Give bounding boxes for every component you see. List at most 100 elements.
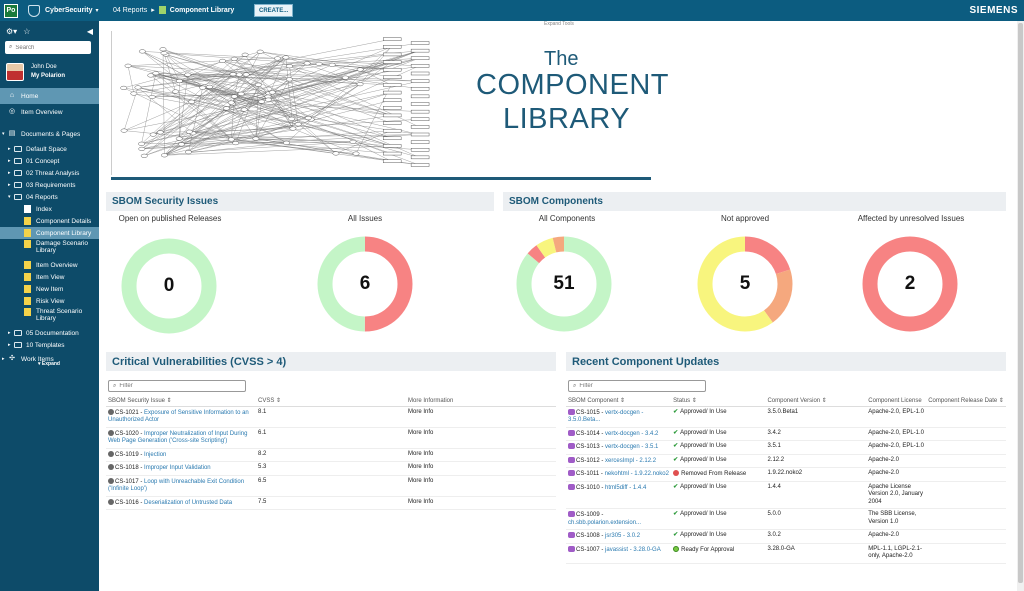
sidebar-item-item-overview[interactable]: ◎ Item Overview: [0, 104, 99, 120]
component-id[interactable]: CS-1008: [576, 533, 600, 539]
sidebar-item-documents-pages[interactable]: ▾ ▤ Documents & Pages: [0, 128, 99, 140]
table-row[interactable]: CS-1012 - xercesImpl - 2.12.2 ✔ Approved/ …: [566, 454, 1006, 468]
table-row[interactable]: CS-1008 - jsr305 - 3.0.2 ✔ Approved/ In Us…: [566, 529, 1006, 544]
issue-title-link[interactable]: Exposure of Sensitive Information to an …: [108, 409, 249, 424]
component-name-link[interactable]: vertx-docgen - 3.5.0.Beta...: [568, 409, 644, 424]
issue-title-link[interactable]: Deserialization of Untrusted Data: [144, 499, 233, 506]
donut-segment[interactable]: [697, 236, 793, 332]
component-id[interactable]: CS-1009: [576, 512, 600, 518]
collapse-sidebar-icon[interactable]: ◀: [86, 27, 93, 36]
sidebar-item-index[interactable]: Index: [0, 203, 99, 215]
expand-arrow-icon[interactable]: ▸: [2, 356, 5, 362]
search-input[interactable]: [15, 44, 86, 51]
vulnerabilities-filter-input[interactable]: [119, 383, 220, 389]
column-header-sbom-component[interactable]: SBOM Component ⇕: [566, 396, 672, 407]
issue-id[interactable]: CS-1016: [115, 499, 139, 506]
table-row[interactable]: CS-1016 - Deserialization of Untrusted D…: [106, 496, 556, 510]
column-header-component-version[interactable]: Component Version ⇕: [765, 396, 867, 407]
unresolved-issues-donut[interactable]: 2: [862, 236, 958, 332]
issue-id[interactable]: CS-1021: [115, 409, 139, 416]
sidebar-item-risk-view[interactable]: Risk View: [0, 295, 99, 307]
component-name-link[interactable]: jsr305 - 3.0.2: [605, 533, 641, 539]
issue-title-link[interactable]: Improper Neutralization of Input During …: [108, 430, 248, 445]
table-row[interactable]: CS-1011 - nekohtml - 1.9.22.noko2 Removed…: [566, 467, 1006, 482]
published-issues-donut[interactable]: 0: [121, 238, 217, 334]
component-name-link[interactable]: html5diff - 1.4.4: [605, 484, 647, 491]
sidebar-item-damage-scenario-library[interactable]: Damage Scenario Library: [0, 239, 99, 259]
expand-arrow-icon[interactable]: ▸: [8, 182, 11, 188]
component-id[interactable]: CS-1012: [576, 457, 600, 464]
expand-tools-button[interactable]: Expand Tools: [541, 21, 577, 27]
project-selector[interactable]: CyberSecurity: [45, 7, 93, 14]
column-header-security-issue[interactable]: SBOM Security Issue ⇕: [106, 396, 256, 407]
more-info-link[interactable]: More Info: [406, 475, 556, 497]
scrollbar-thumb[interactable]: [1018, 23, 1023, 583]
not-approved-donut[interactable]: 5: [697, 236, 793, 332]
sidebar-item-new-item[interactable]: New Item: [0, 283, 99, 295]
sidebar-item-templates[interactable]: ▸ 10 Templates: [0, 339, 99, 351]
component-id[interactable]: CS-1015: [576, 409, 600, 416]
table-row[interactable]: CS-1021 - Exposure of Sensitive Informat…: [106, 406, 556, 428]
component-id[interactable]: CS-1014: [576, 430, 600, 437]
my-polarion-link[interactable]: My Polarion: [31, 73, 66, 79]
issue-title-link[interactable]: Injection: [144, 451, 167, 458]
star-icon[interactable]: ☆: [23, 27, 31, 36]
avatar[interactable]: [6, 63, 24, 81]
sidebar-item-item-overview-page[interactable]: Item Overview: [0, 259, 99, 271]
expand-arrow-icon[interactable]: ▾: [2, 131, 5, 137]
issue-id[interactable]: CS-1017: [115, 478, 139, 485]
sidebar-item-work-items[interactable]: ▸ ✣ Work Items: [0, 351, 99, 367]
component-id[interactable]: CS-1010: [576, 484, 600, 491]
table-row[interactable]: CS-1017 - Loop with Unreachable Exit Con…: [106, 475, 556, 497]
more-info-link[interactable]: More Info: [406, 427, 556, 449]
column-header-status[interactable]: Status ⇕: [671, 396, 766, 407]
column-header-release-date[interactable]: Component Release Date ⇕: [926, 396, 1006, 407]
polarion-logo[interactable]: Po: [4, 3, 18, 18]
sidebar-item-threat-analysis[interactable]: ▸ 02 Threat Analysis: [0, 167, 99, 179]
more-info-link[interactable]: More Info: [406, 496, 556, 510]
table-row[interactable]: CS-1007 - javassist - 3.28.0-GA Ready For…: [566, 543, 1006, 564]
expand-arrow-icon[interactable]: ▸: [8, 342, 11, 348]
component-name-link[interactable]: vertx-docgen - 3.4.2: [605, 430, 659, 437]
gear-icon[interactable]: ⚙▾: [6, 27, 18, 36]
component-name-link[interactable]: javassist - 3.28.0-GA: [605, 546, 661, 553]
breadcrumb-folder[interactable]: 04 Reports: [113, 6, 148, 14]
donut-segment[interactable]: [516, 236, 612, 332]
component-name-link[interactable]: ch.sbb.polarion.extension...: [568, 519, 642, 526]
table-row[interactable]: CS-1014 - vertx-docgen - 3.4.2 ✔ Approved/…: [566, 427, 1006, 441]
table-row[interactable]: CS-1009 - ch.sbb.polarion.extension... ✔ A…: [566, 508, 1006, 530]
expand-arrow-icon[interactable]: ▾: [8, 194, 11, 200]
sidebar-item-component-library[interactable]: Component Library: [0, 227, 99, 239]
all-issues-donut[interactable]: 6: [317, 236, 413, 332]
component-id[interactable]: CS-1011: [576, 471, 600, 477]
issue-title-link[interactable]: Improper Input Validation: [144, 465, 211, 471]
sidebar-item-component-details[interactable]: Component Details: [0, 215, 99, 227]
sidebar-item-home[interactable]: ⌂ Home: [0, 88, 99, 104]
issue-id[interactable]: CS-1020: [115, 430, 139, 437]
expand-arrow-icon[interactable]: ▸: [8, 170, 11, 176]
issue-title-link[interactable]: Loop with Unreachable Exit Condition ('I…: [108, 478, 245, 493]
more-info-link[interactable]: More Info: [406, 448, 556, 462]
component-name-link[interactable]: vertx-docgen - 3.5.1: [605, 444, 659, 450]
sidebar-item-item-view[interactable]: Item View: [0, 271, 99, 283]
component-name-link[interactable]: xercesImpl - 2.12.2: [605, 457, 657, 464]
chevron-down-icon[interactable]: ▾: [95, 8, 99, 14]
create-button[interactable]: CREATE...: [254, 4, 294, 17]
breadcrumb-page[interactable]: Component Library: [169, 6, 235, 14]
table-row[interactable]: CS-1018 - Improper Input Validation 5.3 Mo…: [106, 461, 556, 476]
issue-id[interactable]: CS-1018: [115, 465, 139, 471]
donut-segment[interactable]: [697, 236, 793, 332]
issue-id[interactable]: CS-1019: [115, 451, 139, 458]
table-row[interactable]: CS-1010 - html5diff - 1.4.4 ✔ Approved/ In…: [566, 481, 1006, 509]
main-scrollbar[interactable]: [1017, 21, 1024, 591]
table-row[interactable]: CS-1020 - Improper Neutralization of Inp…: [106, 427, 556, 449]
sidebar-item-documentation[interactable]: ▸ 05 Documentation: [0, 327, 99, 339]
more-info-link[interactable]: More Info: [406, 406, 556, 428]
sidebar-expand-button[interactable]: ▾ Expand: [38, 361, 60, 367]
component-id[interactable]: CS-1007: [576, 546, 600, 553]
donut-segment[interactable]: [121, 238, 217, 334]
donut-segment[interactable]: [317, 236, 413, 332]
column-header-cvss[interactable]: CVSS ⇕: [256, 396, 406, 407]
sidebar-item-reports[interactable]: ▾ 04 Reports: [0, 191, 99, 203]
table-row[interactable]: CS-1013 - vertx-docgen - 3.5.1 ✔ Approved/…: [566, 440, 1006, 455]
